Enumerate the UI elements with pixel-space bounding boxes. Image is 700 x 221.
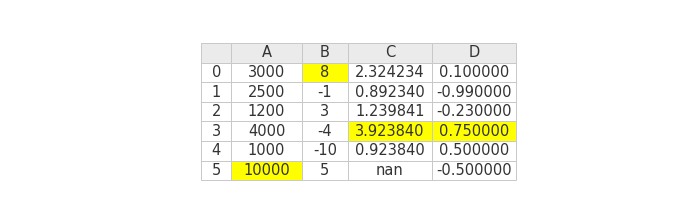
Text: -1: -1	[318, 85, 332, 99]
Bar	[302, 141, 348, 160]
Bar	[202, 160, 231, 180]
Text: C: C	[385, 45, 395, 60]
Text: 3: 3	[321, 104, 330, 119]
Bar	[231, 121, 302, 141]
Text: 0.750000: 0.750000	[439, 124, 509, 139]
Bar	[202, 63, 231, 82]
Bar	[231, 160, 302, 180]
Text: 2500: 2500	[248, 85, 285, 99]
Bar	[302, 102, 348, 121]
Bar	[231, 141, 302, 160]
Text: 5: 5	[320, 163, 330, 178]
Bar	[348, 43, 432, 63]
Bar	[348, 121, 432, 141]
Bar	[202, 82, 231, 102]
Text: 3000: 3000	[248, 65, 285, 80]
Text: D: D	[468, 45, 480, 60]
Text: nan: nan	[376, 163, 404, 178]
Text: A: A	[262, 45, 272, 60]
Text: 2: 2	[211, 104, 221, 119]
Bar	[302, 121, 348, 141]
Bar	[432, 141, 516, 160]
Bar	[302, 82, 348, 102]
Bar	[348, 160, 432, 180]
Bar	[231, 43, 302, 63]
Text: -0.990000: -0.990000	[436, 85, 512, 99]
Bar	[432, 160, 516, 180]
Text: -4: -4	[318, 124, 332, 139]
Bar	[432, 63, 516, 82]
Text: 3.923840: 3.923840	[355, 124, 425, 139]
Text: B: B	[320, 45, 330, 60]
Text: 5: 5	[211, 163, 221, 178]
Text: 0.923840: 0.923840	[355, 143, 425, 158]
Bar	[432, 43, 516, 63]
Text: 1000: 1000	[248, 143, 285, 158]
Bar	[348, 63, 432, 82]
Text: 1.239841: 1.239841	[355, 104, 425, 119]
Text: 2.324234: 2.324234	[355, 65, 425, 80]
Text: -10: -10	[313, 143, 337, 158]
Text: 4: 4	[211, 143, 221, 158]
Bar	[432, 121, 516, 141]
Text: 4000: 4000	[248, 124, 285, 139]
Bar	[302, 63, 348, 82]
Text: 1200: 1200	[248, 104, 285, 119]
Text: 0.500000: 0.500000	[439, 143, 509, 158]
Bar	[302, 160, 348, 180]
Text: 8: 8	[320, 65, 330, 80]
Text: 1: 1	[211, 85, 221, 99]
Bar	[432, 102, 516, 121]
Bar	[202, 43, 231, 63]
Text: 10000: 10000	[243, 163, 290, 178]
Bar	[231, 102, 302, 121]
Bar	[348, 82, 432, 102]
Bar	[231, 82, 302, 102]
Bar	[432, 82, 516, 102]
Text: 0: 0	[211, 65, 221, 80]
Text: -0.500000: -0.500000	[436, 163, 512, 178]
Text: 0.100000: 0.100000	[439, 65, 509, 80]
Bar	[231, 63, 302, 82]
Text: -0.230000: -0.230000	[436, 104, 512, 119]
Bar	[302, 43, 348, 63]
Bar	[348, 141, 432, 160]
Bar	[202, 141, 231, 160]
Text: 0.892340: 0.892340	[355, 85, 425, 99]
Text: 3: 3	[212, 124, 221, 139]
Bar	[202, 121, 231, 141]
Bar	[348, 102, 432, 121]
Bar	[202, 102, 231, 121]
